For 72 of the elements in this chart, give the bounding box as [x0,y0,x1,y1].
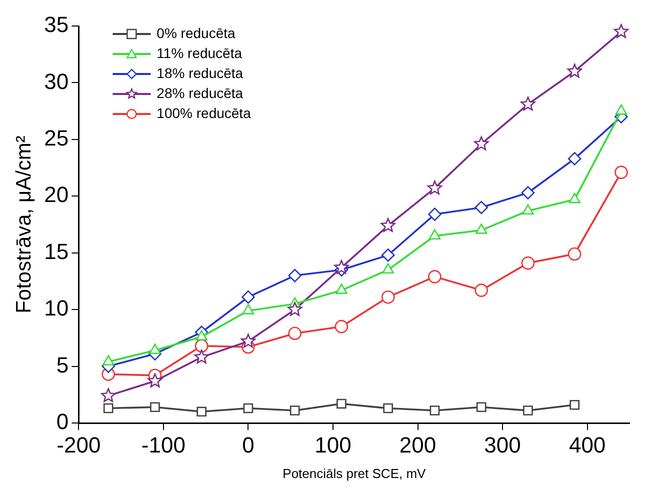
point [474,136,489,150]
point [428,229,441,240]
point [336,398,346,409]
point [240,334,256,348]
point [243,403,254,414]
point [428,208,442,221]
point [102,355,114,366]
x-tick-label: 400 [568,432,606,458]
point [148,373,162,388]
point [520,96,536,111]
point [381,290,395,304]
point [474,200,488,214]
point [568,247,582,261]
point [149,344,161,354]
point [568,152,582,166]
legend-label: 0% reducēta [156,24,236,41]
point [288,326,302,340]
y-tick-label: 35 [44,12,69,38]
point [288,268,302,282]
y-tick-label: 0 [56,409,69,434]
x-tick-label: -100 [141,432,186,458]
y-tick-label: 20 [44,182,69,208]
x-tick-label: 0 [242,432,254,458]
point [242,290,255,304]
point [615,104,628,115]
y-tick-label: 5 [56,352,69,378]
point [101,388,116,402]
legend-label: 11% reducēta [156,44,242,61]
legend-label: 28% reducēta [156,84,244,101]
point [103,403,114,414]
x-axis-title: Potenciāls pret SCE, mV [282,466,426,481]
x-tick-label: 100 [314,432,352,458]
point [567,64,582,78]
point [383,403,393,414]
y-axis-title: Fotostrāva, μA/cm² [12,136,36,314]
point [290,406,300,416]
point [614,24,629,38]
point [570,400,580,410]
point [522,204,534,215]
point [288,302,302,316]
point [334,260,349,274]
point [476,402,486,412]
point [150,402,160,412]
point [196,406,206,417]
point [523,406,533,416]
point [614,166,628,179]
y-tick-label: 25 [44,125,69,150]
point [382,263,394,274]
point [194,339,208,353]
legend-label: 100% reducēta [156,104,252,121]
point [381,248,395,262]
point [336,284,348,294]
legend-label: 18% reducēta [156,64,244,81]
x-tick-label: -200 [56,432,101,458]
point [242,304,254,314]
point [430,406,440,416]
point [521,256,535,270]
point [196,330,208,340]
y-tick-label: 10 [44,296,69,321]
point [334,320,348,334]
point [476,224,488,234]
point [428,270,442,284]
x-tick-label: 300 [484,432,521,458]
x-tick-label: 200 [399,432,436,458]
point [521,186,535,200]
point [427,180,442,195]
y-tick-label: 30 [44,68,69,94]
point [380,218,396,232]
point [474,284,488,297]
y-tick-label: 15 [44,238,69,264]
point [194,350,209,364]
point [568,192,580,204]
